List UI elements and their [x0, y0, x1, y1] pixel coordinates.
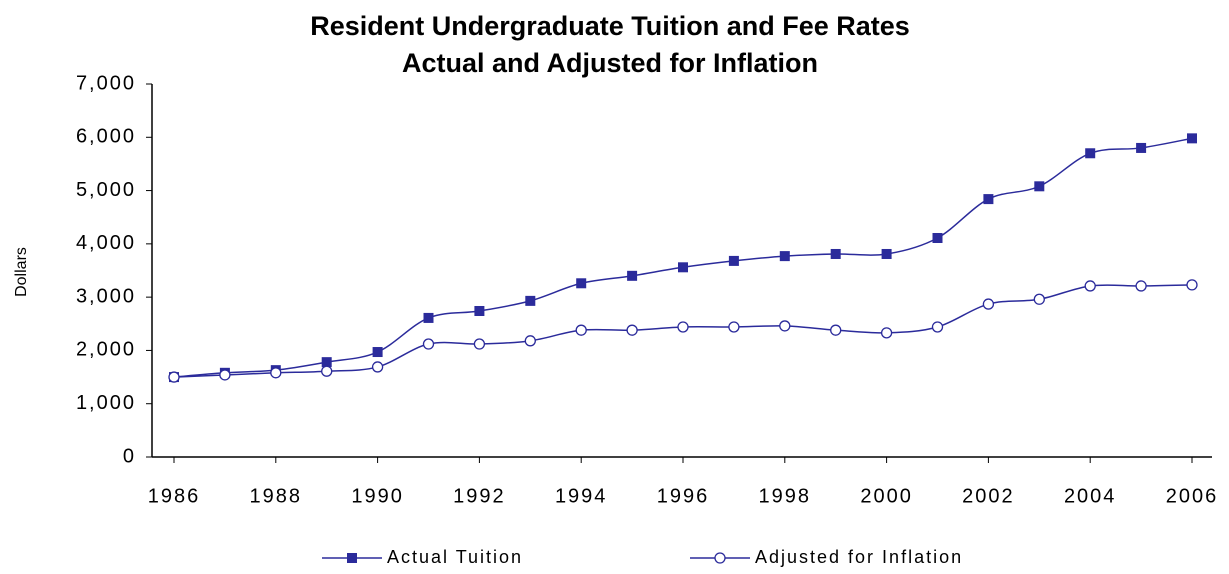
y-tick-label: 2,000 [76, 339, 136, 361]
marker [422, 338, 435, 350]
marker [1135, 280, 1147, 292]
marker [779, 251, 790, 262]
marker [932, 232, 943, 243]
marker [627, 270, 638, 281]
marker [576, 278, 587, 289]
chart-subtitle: Actual and Adjusted for Inflation [402, 48, 818, 78]
x-tick-label: 2004 [1064, 485, 1117, 507]
marker [626, 324, 638, 336]
legend-label: Adjusted for Inflation [755, 547, 963, 567]
x-tick-label: 1992 [453, 485, 506, 507]
chart-title: Resident Undergraduate Tuition and Fee R… [310, 11, 910, 41]
marker [728, 255, 739, 266]
marker [371, 361, 384, 373]
y-tick-label: 6,000 [76, 126, 136, 148]
marker [1084, 280, 1096, 292]
marker [423, 312, 434, 323]
x-tick-label: 2000 [860, 485, 913, 507]
marker [728, 321, 740, 333]
marker [881, 248, 892, 259]
marker [474, 305, 485, 316]
marker [1085, 148, 1096, 159]
y-tick-label: 7,000 [76, 72, 136, 94]
marker [880, 327, 893, 339]
x-tick-label: 1988 [250, 485, 303, 507]
marker [321, 357, 332, 368]
marker [1136, 142, 1147, 153]
marker [678, 262, 688, 273]
marker [168, 371, 180, 383]
marker [270, 367, 282, 379]
marker [677, 321, 689, 333]
x-tick-label: 1994 [555, 485, 608, 507]
x-tick-label: 1996 [657, 485, 710, 507]
marker [372, 347, 383, 358]
y-tick-label: 0 [123, 445, 136, 467]
marker [473, 338, 486, 350]
marker [1034, 181, 1045, 192]
legend-marker [714, 552, 726, 564]
marker [321, 365, 333, 377]
y-tick-label: 1,000 [76, 392, 136, 414]
series-line [173, 137, 1193, 378]
marker [983, 194, 994, 205]
x-tick-label: 2006 [1166, 485, 1219, 507]
marker [525, 295, 536, 306]
y-tick-label: 5,000 [76, 179, 136, 201]
y-axis-label: Dollars [13, 247, 30, 297]
marker [524, 335, 536, 347]
legend-marker [347, 553, 357, 563]
x-tick-label: 1990 [351, 485, 404, 507]
marker [1186, 279, 1198, 291]
marker [830, 324, 842, 336]
marker [1187, 133, 1197, 144]
legend-label: Actual Tuition [387, 547, 523, 567]
marker [931, 321, 944, 333]
y-tick-label: 3,000 [76, 285, 136, 307]
y-tick-label: 4,000 [76, 232, 136, 254]
marker [779, 320, 791, 332]
x-tick-label: 1998 [759, 485, 812, 507]
marker [982, 298, 995, 310]
marker [830, 248, 841, 259]
x-tick-label: 2002 [962, 485, 1015, 507]
x-tick-label: 1986 [148, 485, 201, 507]
marker [219, 369, 231, 381]
marker [1033, 293, 1045, 305]
marker [575, 324, 587, 336]
